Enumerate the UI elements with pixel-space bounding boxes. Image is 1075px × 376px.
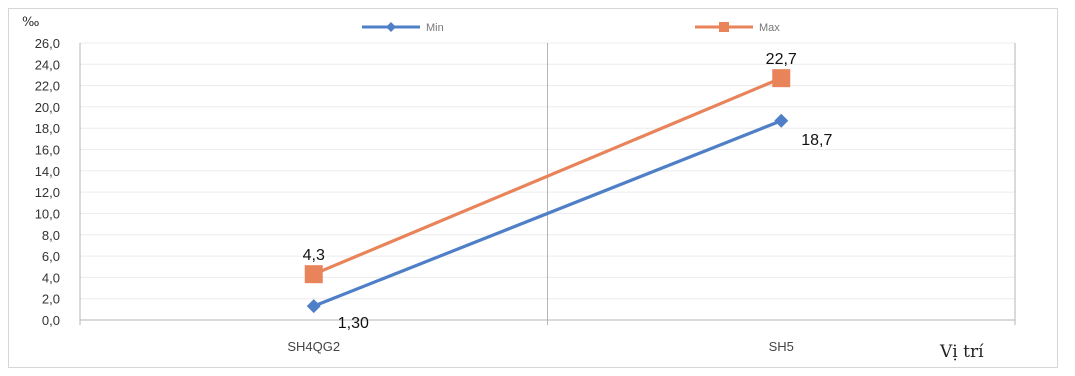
y-tick-label: 4,0 xyxy=(42,270,60,285)
y-tick-label: 6,0 xyxy=(42,249,60,264)
y-tick-label: 26,0 xyxy=(35,36,60,51)
y-tick-label: 16,0 xyxy=(35,143,60,158)
data-label-min: 1,30 xyxy=(338,315,369,332)
grid-layer xyxy=(79,42,1016,325)
data-point-min xyxy=(774,113,789,128)
series-line-max xyxy=(313,76,782,276)
data-point-max xyxy=(772,69,791,88)
label-layer: 1,30 18,7 4,3 22,7 xyxy=(303,51,833,332)
y-tick-label: 14,0 xyxy=(35,164,60,179)
chart-frame xyxy=(8,8,1058,368)
y-tick-label: 24,0 xyxy=(35,57,60,72)
series-line-min xyxy=(313,119,782,308)
series-layer xyxy=(304,69,791,314)
x-tick-label: SH4QG2 xyxy=(287,339,340,354)
y-axis-unit-label: ‰ xyxy=(22,15,39,30)
y-tick-label: 12,0 xyxy=(35,185,60,200)
legend-marker xyxy=(386,22,396,32)
legend-marker xyxy=(719,22,729,32)
y-tick-label: 8,0 xyxy=(42,228,60,243)
y-tick-label: 20,0 xyxy=(35,100,60,115)
legend-label: Max xyxy=(759,22,780,34)
y-tick-label: 10,0 xyxy=(35,206,60,221)
legend: Min Max xyxy=(362,22,780,34)
y-tick-label: 0,0 xyxy=(42,313,60,328)
axis-layer: 0,0 2,0 4,0 6,0 8,0 10,0 12,0 14,0 16,0 18,0 20,0 2… xyxy=(35,36,1015,354)
y-tick-label: 22,0 xyxy=(35,79,60,94)
data-point-max xyxy=(304,265,323,284)
x-axis-label: Vị trí xyxy=(939,342,984,362)
data-point-min xyxy=(306,299,321,314)
data-label-min: 18,7 xyxy=(801,132,832,149)
legend-label: Min xyxy=(426,22,444,34)
y-tick-label: 18,0 xyxy=(35,121,60,136)
data-label-max: 4,3 xyxy=(303,247,325,264)
x-tick-label: SH5 xyxy=(769,339,794,354)
y-tick-label: 2,0 xyxy=(42,292,60,307)
data-label-max: 22,7 xyxy=(766,51,797,68)
